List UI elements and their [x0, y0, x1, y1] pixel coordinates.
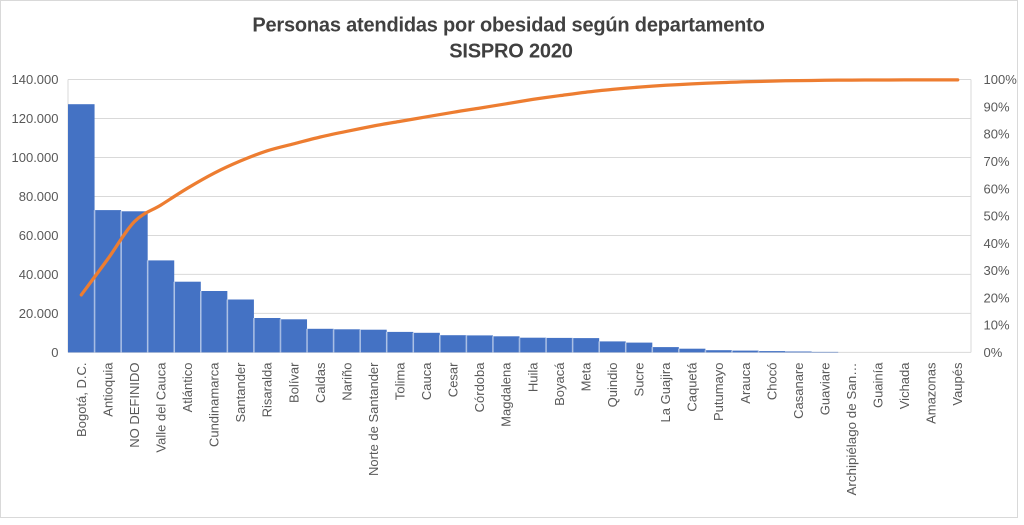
svg-text:40.000: 40.000 [19, 267, 59, 282]
svg-text:80.000: 80.000 [19, 189, 59, 204]
svg-text:SISPRO 2020: SISPRO 2020 [449, 41, 573, 63]
svg-text:Guaviare: Guaviare [817, 363, 832, 416]
svg-text:Sucre: Sucre [632, 363, 647, 397]
svg-text:Putumayo: Putumayo [711, 363, 726, 422]
svg-text:100%: 100% [984, 72, 1018, 87]
svg-text:Meta: Meta [578, 362, 593, 392]
svg-text:Bogotá, D.C.: Bogotá, D.C. [74, 363, 89, 437]
svg-text:NO DEFINIDO: NO DEFINIDO [127, 363, 142, 448]
svg-text:100.000: 100.000 [12, 150, 59, 165]
svg-text:120.000: 120.000 [12, 111, 59, 126]
svg-text:Quindio: Quindio [605, 363, 620, 408]
svg-text:80%: 80% [984, 127, 1010, 142]
svg-text:140.000: 140.000 [12, 72, 59, 87]
svg-text:70%: 70% [984, 154, 1010, 169]
svg-text:Archipiélago de San…: Archipiélago de San… [844, 363, 859, 496]
svg-text:Magdalena: Magdalena [499, 362, 514, 427]
svg-text:Chocó: Chocó [764, 363, 779, 401]
svg-text:60.000: 60.000 [19, 228, 59, 243]
svg-text:90%: 90% [984, 99, 1010, 114]
svg-text:Cesar: Cesar [446, 362, 461, 397]
svg-text:Bolívar: Bolívar [286, 362, 301, 403]
svg-text:60%: 60% [984, 181, 1010, 196]
svg-text:Antioquia: Antioquia [100, 362, 115, 417]
svg-text:Guainía: Guainía [871, 362, 886, 408]
svg-text:Risaralda: Risaralda [260, 362, 275, 418]
svg-text:Cundinamarca: Cundinamarca [207, 362, 222, 447]
svg-text:La Guajira: La Guajira [658, 362, 673, 423]
svg-text:Córdoba: Córdoba [472, 362, 487, 413]
svg-text:Norte de Santander: Norte de Santander [366, 362, 381, 476]
svg-text:Cauca: Cauca [419, 362, 434, 400]
svg-text:Nariño: Nariño [339, 363, 354, 401]
svg-text:Tolima: Tolima [392, 362, 407, 400]
svg-text:Atlántico: Atlántico [180, 363, 195, 413]
svg-text:Valle del Cauca: Valle del Cauca [153, 362, 168, 453]
svg-text:Vaupés: Vaupés [950, 362, 965, 406]
svg-text:Personas atendidas por obesida: Personas atendidas por obesidad según de… [252, 15, 764, 37]
svg-text:Santander: Santander [233, 362, 248, 423]
svg-text:50%: 50% [984, 209, 1010, 224]
svg-text:Caquetá: Caquetá [685, 362, 700, 412]
svg-text:Caldas: Caldas [313, 362, 328, 403]
svg-text:20.000: 20.000 [19, 306, 59, 321]
svg-text:Huila: Huila [525, 362, 540, 392]
svg-text:Boyacá: Boyacá [552, 362, 567, 406]
svg-text:Arauca: Arauca [738, 362, 753, 404]
svg-text:40%: 40% [984, 236, 1010, 251]
svg-text:0%: 0% [984, 345, 1003, 360]
svg-text:Vichada: Vichada [897, 362, 912, 410]
svg-text:30%: 30% [984, 263, 1010, 278]
svg-text:20%: 20% [984, 290, 1010, 305]
svg-text:Casanare: Casanare [791, 363, 806, 419]
svg-text:Amazonas: Amazonas [924, 362, 939, 424]
svg-text:0: 0 [51, 345, 58, 360]
svg-text:10%: 10% [984, 318, 1010, 333]
